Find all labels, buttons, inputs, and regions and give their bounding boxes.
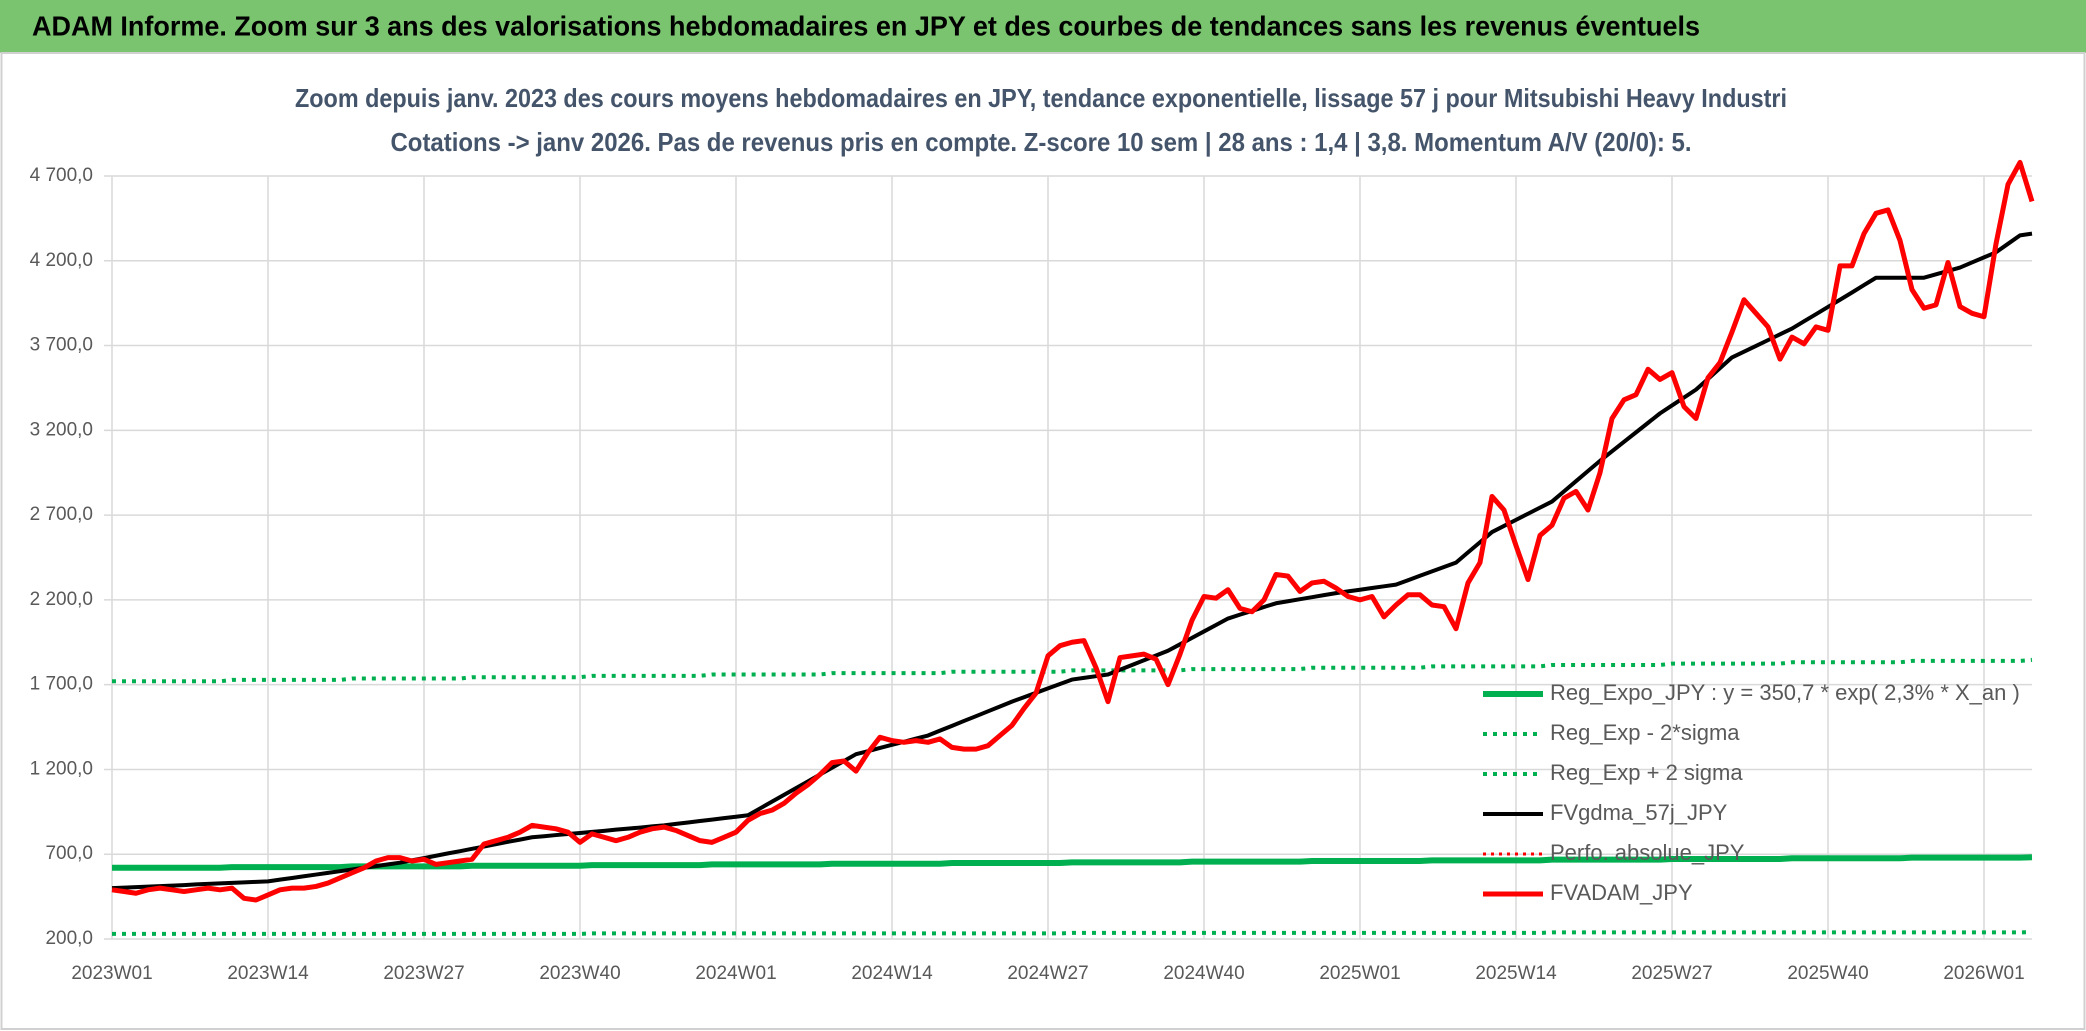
legend-label: FVADAM_JPY: [1550, 880, 1693, 905]
x-tick-label: 2023W14: [227, 963, 309, 984]
y-tick-label: 1 700,0: [30, 674, 93, 695]
chart-subtitle: Cotations -> janv 2026. Pas de revenus p…: [391, 127, 1692, 157]
y-tick-label: 2 700,0: [30, 504, 93, 525]
legend-label: Reg_Expo_JPY : y = 350,7 * exp( 2,3% * X…: [1550, 680, 2020, 705]
x-tick-label: 2024W14: [851, 963, 933, 984]
legend-label: Perfo. absolue_JPY: [1550, 840, 1745, 865]
y-tick-label: 200,0: [45, 928, 93, 949]
x-tick-label: 2025W01: [1319, 963, 1400, 984]
legend-label: Reg_Exp - 2*sigma: [1550, 720, 1740, 745]
legend-label: FVgdma_57j_JPY: [1550, 800, 1728, 825]
y-tick-label: 3 200,0: [30, 419, 93, 440]
series-line: [112, 930, 2033, 936]
banner-title: ADAM Informe. Zoom sur 3 ans des valoris…: [32, 10, 1700, 41]
x-tick-label: 2024W27: [1007, 963, 1088, 984]
y-tick-label: 3 700,0: [30, 335, 93, 356]
x-tick-label: 2023W27: [383, 963, 464, 984]
series-line: [112, 657, 2033, 684]
series-line: [111, 159, 2035, 903]
x-tick-label: 2024W01: [695, 963, 776, 984]
chart-title: Zoom depuis janv. 2023 des cours moyens …: [295, 83, 1787, 113]
y-tick-label: 4 200,0: [30, 250, 93, 271]
y-tick-label: 700,0: [45, 843, 93, 864]
y-tick-label: 4 700,0: [30, 165, 93, 186]
y-tick-label: 1 200,0: [30, 758, 93, 779]
banner: [0, 0, 2086, 53]
x-tick-label: 2025W14: [1475, 963, 1557, 984]
x-tick-label: 2023W01: [71, 963, 152, 984]
chart-frame: [0, 52, 2086, 1030]
legend-label: Reg_Exp + 2 sigma: [1550, 760, 1743, 785]
x-tick-label: 2023W40: [539, 963, 620, 984]
x-tick-label: 2025W27: [1631, 963, 1712, 984]
x-tick-label: 2025W40: [1787, 963, 1868, 984]
series-line: [112, 854, 2033, 871]
x-tick-label: 2024W40: [1163, 963, 1244, 984]
x-tick-label: 2026W01: [1943, 963, 2024, 984]
y-tick-label: 2 200,0: [30, 589, 93, 610]
